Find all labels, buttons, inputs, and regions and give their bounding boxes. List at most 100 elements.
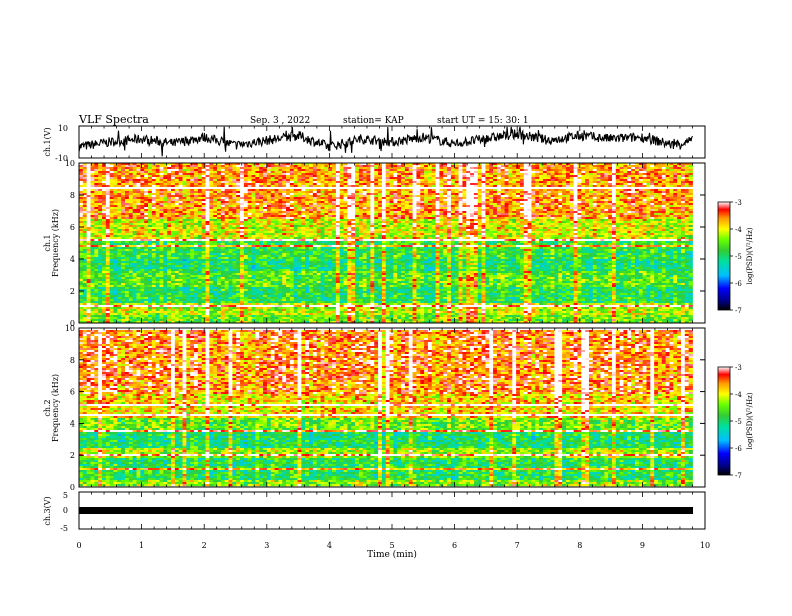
spectrogram-cell — [336, 173, 340, 175]
spectrogram-cell — [600, 185, 604, 187]
spectrogram-cell — [466, 179, 470, 181]
spectrogram-cell — [413, 185, 417, 187]
spectrogram-cell — [267, 177, 271, 179]
ch1-spectrogram-cells — [79, 163, 693, 323]
spectrogram-cell — [566, 177, 570, 179]
spectrogram-cell — [436, 183, 440, 185]
spectrogram-cell — [478, 179, 482, 181]
spectrogram-cell — [179, 177, 183, 179]
spectrogram-cell — [654, 181, 658, 183]
spectrogram-cell — [94, 177, 98, 179]
spectrogram-cell — [171, 185, 175, 187]
spectrogram-cell — [232, 167, 236, 169]
spectrogram-cell — [650, 171, 654, 173]
spectrogram-cell — [298, 167, 302, 169]
spectrogram-cell — [512, 167, 516, 169]
spectrogram-cell — [612, 181, 616, 183]
spectrogram-cell — [593, 165, 597, 167]
spectrogram-cell — [643, 179, 647, 181]
spectrogram-cell — [413, 183, 417, 185]
spectrogram-cell — [117, 185, 121, 187]
spectrogram-cell — [221, 189, 225, 191]
spectrogram-cell — [294, 171, 298, 173]
spectrogram-cell — [294, 165, 298, 167]
spectrogram-cell — [129, 171, 133, 173]
spectrogram-cell — [213, 171, 217, 173]
spectrogram-cell — [639, 169, 643, 171]
spectrogram-cell — [505, 175, 509, 177]
spectrogram-cell — [524, 169, 528, 171]
spectrogram-cell — [298, 171, 302, 173]
spectrogram-cell — [643, 171, 647, 173]
spectrogram-cell — [508, 173, 512, 175]
spectrogram-cell — [462, 169, 466, 171]
spectrogram-cell — [474, 187, 478, 189]
spectrogram-cell — [474, 177, 478, 179]
spectrogram-cell — [424, 167, 428, 169]
spectrogram-cell — [286, 187, 290, 189]
spectrogram-cell — [547, 179, 551, 181]
spectrogram-cell — [179, 167, 183, 169]
spectrogram-cell — [347, 167, 351, 169]
spectrogram-cell — [497, 175, 501, 177]
spectrogram-cell — [577, 179, 581, 181]
spectrogram-cell — [240, 183, 244, 185]
spectrogram-cell — [129, 185, 133, 187]
spectrogram-cell — [332, 173, 336, 175]
spectrogram-cell — [547, 167, 551, 169]
spectrogram-cell — [485, 165, 489, 167]
spectrogram-cell — [562, 183, 566, 185]
spectrogram-cell — [551, 171, 555, 173]
spectrogram-cell — [106, 177, 110, 179]
spectrogram-cell — [121, 177, 125, 179]
spectrogram-cell — [681, 165, 685, 167]
spectrogram-cell — [459, 179, 463, 181]
spectrogram-cell — [662, 187, 666, 189]
spectrogram-cell — [608, 187, 612, 189]
spectrogram-cell — [669, 173, 673, 175]
spectrogram-cell — [79, 179, 83, 181]
spectrogram-cell — [225, 179, 229, 181]
spectrogram-cell — [558, 169, 562, 171]
spectrogram-cell — [225, 187, 229, 189]
spectrogram-cell — [681, 171, 685, 173]
spectrogram-cell — [505, 179, 509, 181]
spectrogram-cell — [229, 173, 233, 175]
spectrogram-cell — [236, 167, 240, 169]
spectrogram-cell — [110, 189, 114, 191]
spectrogram-cell — [167, 169, 171, 171]
spectrogram-cell — [140, 169, 144, 171]
spectrogram-cell — [301, 165, 305, 167]
spectrogram-cell — [121, 181, 125, 183]
spectrogram-cell — [370, 181, 374, 183]
spectrogram-cell — [585, 167, 589, 169]
spectrogram-cell — [290, 179, 294, 181]
spectrogram-cell — [627, 177, 631, 179]
spectrogram-cell — [125, 187, 129, 189]
spectrogram-cell — [409, 187, 413, 189]
spectrogram-cell — [547, 173, 551, 175]
spectrogram-cell — [347, 187, 351, 189]
spectrogram-cell — [121, 167, 125, 169]
spectrogram-cell — [298, 179, 302, 181]
spectrogram-cell — [485, 177, 489, 179]
spectrogram-cell — [470, 171, 474, 173]
spectrogram-cell — [574, 165, 578, 167]
spectrogram-cell — [83, 175, 87, 177]
spectrogram-cell — [340, 171, 344, 173]
spectrogram-cell — [478, 177, 482, 179]
spectrogram-cell — [443, 167, 447, 169]
spectrogram-cell — [493, 167, 497, 169]
spectrogram-cell — [604, 181, 608, 183]
spectrogram-cell — [290, 173, 294, 175]
spectrogram-cell — [497, 187, 501, 189]
spectrogram-cell — [424, 173, 428, 175]
spectrogram-cell — [616, 183, 620, 185]
spectrogram-cell — [627, 175, 631, 177]
spectrogram-cell — [420, 165, 424, 167]
spectrogram-cell — [160, 183, 164, 185]
spectrogram-cell — [562, 179, 566, 181]
spectrogram-cell — [650, 167, 654, 169]
spectrogram-cell — [489, 179, 493, 181]
spectrogram-cell — [286, 177, 290, 179]
